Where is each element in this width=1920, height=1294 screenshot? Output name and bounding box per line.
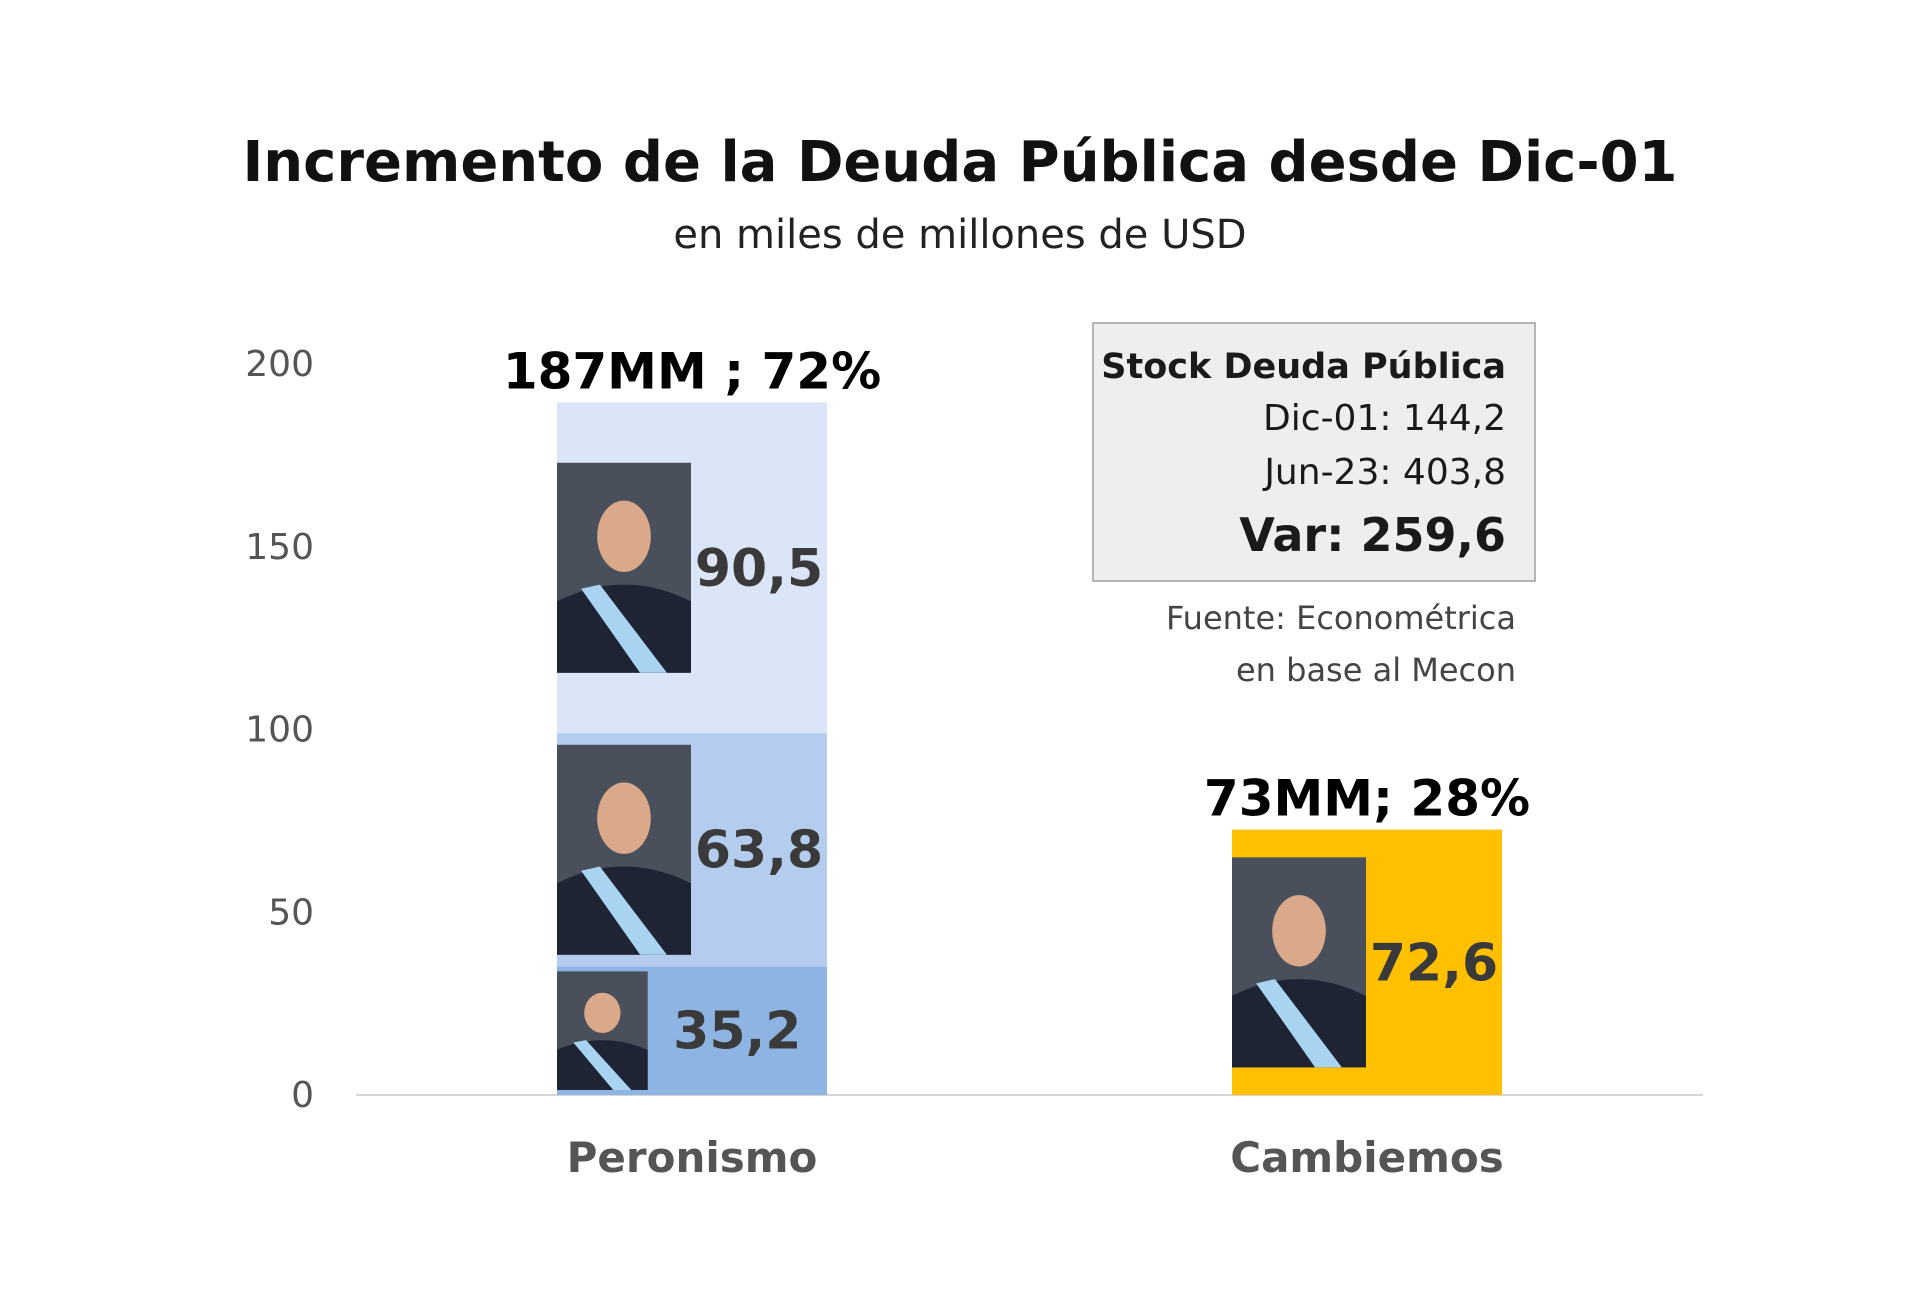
source-line-2: en base al Mecon — [1235, 651, 1516, 689]
segment-value-label: 35,2 — [673, 1002, 801, 1062]
x-category-label: Peronismo — [567, 1133, 818, 1182]
x-category-label: Cambiemos — [1230, 1133, 1504, 1182]
stock-box-title: Stock Deuda Pública — [1101, 347, 1506, 387]
y-tick-label: 50 — [268, 892, 314, 933]
segment-value-label: 63,8 — [695, 821, 823, 881]
photo-sash — [573, 1040, 632, 1090]
stock-row-dic01: Dic-01: 144,2 — [1263, 398, 1506, 439]
source-note: Fuente: Econométrica en base al Mecon — [1060, 592, 1516, 696]
photo-sash — [581, 584, 667, 673]
stock-row-jun23: Jun-23: 403,8 — [1264, 452, 1506, 493]
source-line-1: Fuente: Econométrica — [1166, 599, 1516, 637]
bar-total-label: 187MM ; 72% — [503, 342, 881, 400]
segment-value-label: 90,5 — [695, 539, 823, 599]
photo-face — [1272, 895, 1326, 967]
segment-value-label: 72,6 — [1370, 933, 1498, 993]
photo-sash — [1256, 979, 1342, 1068]
y-tick-label: 100 — [245, 710, 314, 751]
stock-deuda-box: Stock Deuda Pública Dic-01: 144,2 Jun-23… — [1092, 322, 1536, 582]
photo-face — [597, 500, 651, 572]
y-tick-label: 0 — [291, 1075, 314, 1116]
stock-variation: Var: 259,6 — [1239, 508, 1506, 562]
chart-subtitle: en miles de millones de USD — [673, 212, 1247, 258]
photo-face — [597, 782, 651, 854]
bar-total-label: 73MM; 28% — [1204, 770, 1530, 828]
chart-title: Incremento de la Deuda Pública desde Dic… — [242, 130, 1678, 195]
y-tick-label: 200 — [245, 344, 314, 385]
photo-sash — [581, 866, 667, 955]
y-tick-label: 150 — [245, 527, 314, 568]
photo-face — [584, 992, 621, 1034]
